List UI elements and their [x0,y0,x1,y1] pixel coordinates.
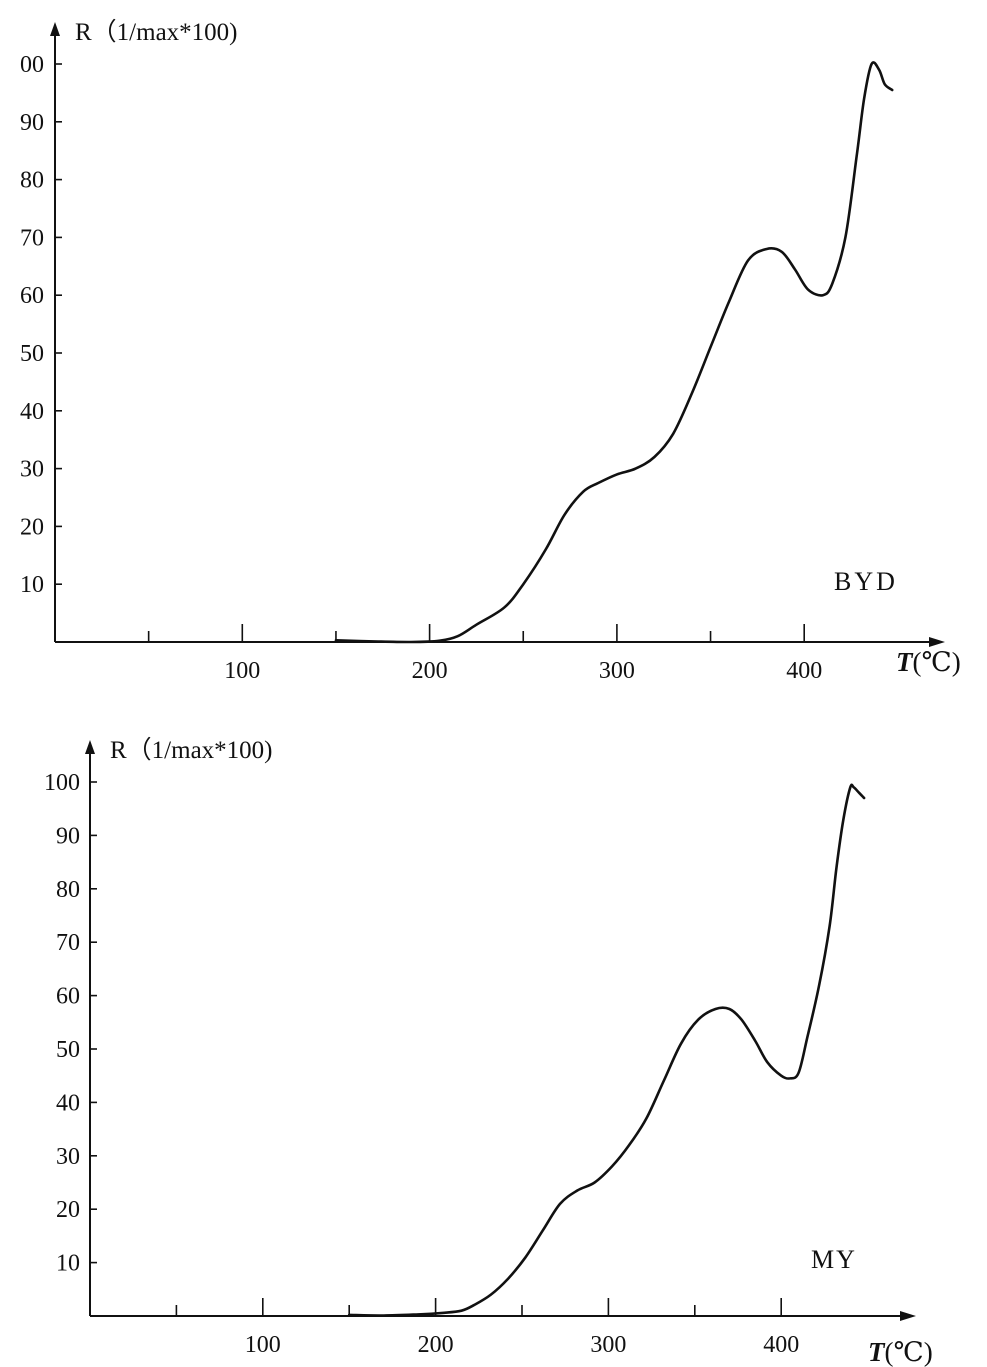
y-axis-title: R（1/max*100) [75,18,238,46]
data-line-my [347,783,866,1317]
y-tick-label: 50 [20,341,44,367]
x-axis-variable: T [868,1337,886,1367]
y-tick-label: 90 [20,110,44,136]
y-tick-label: 30 [56,1144,80,1170]
x-ticks: 100 200 300 400 [224,624,822,684]
x-tick-label: 200 [412,658,448,684]
x-axis-title: T(℃) [868,1337,933,1367]
series-annotation-my: MY [811,1245,857,1274]
y-ticks: 00 90 80 70 60 50 40 30 20 10 [20,52,62,598]
series-annotation-byd: BYD [834,567,898,596]
x-tick-label: 100 [224,658,260,684]
x-axis-unit: (℃) [913,647,961,677]
x-axis-arrow [929,637,945,647]
y-tick-label: 40 [20,399,44,425]
y-tick-label: 60 [56,984,80,1010]
y-ticks: 100 90 80 70 60 50 40 30 20 10 [44,770,97,1277]
chart-my: R（1/max*100) T(℃) MY 100 90 80 70 60 50 40 30 20… [44,736,933,1367]
y-axis-title-text: R（1/max*100) [75,18,238,46]
y-tick-label: 40 [56,1090,80,1116]
x-tick-label: 200 [418,1332,454,1358]
data-line-byd [334,61,894,644]
y-tick-label: 80 [56,877,80,903]
y-tick-label: 10 [56,1251,80,1277]
y-tick-label: 00 [20,52,44,78]
y-axis-title: R（1/max*100) [110,736,273,764]
y-axis-arrow [50,22,60,36]
x-tick-label: 300 [590,1332,626,1358]
x-tick-label: 100 [245,1332,281,1358]
x-axis-unit: (℃) [885,1337,933,1367]
x-axis-arrow [900,1311,916,1321]
y-tick-label: 30 [20,457,44,483]
x-tick-label: 400 [786,658,822,684]
y-tick-label: 60 [20,283,44,309]
y-tick-label: 50 [56,1037,80,1063]
y-tick-label: 100 [44,770,80,796]
x-ticks: 100 200 300 400 [245,1298,799,1358]
y-tick-label: 90 [56,823,80,849]
y-tick-label: 10 [20,572,44,598]
x-tick-label: 300 [599,658,635,684]
y-axis-title-text: R（1/max*100) [110,736,273,764]
x-axis-title: T(℃) [896,647,961,677]
y-tick-label: 20 [56,1197,80,1223]
chart-byd: R（1/max*100) T(℃) BYD 00 90 80 70 60 50 40 30 20… [20,18,961,684]
y-tick-label: 70 [20,225,44,251]
y-tick-label: 20 [20,514,44,540]
y-axis-arrow [85,740,95,754]
x-tick-label: 400 [763,1332,799,1358]
y-tick-label: 70 [56,930,80,956]
y-tick-label: 80 [20,168,44,194]
x-axis-variable: T [896,647,914,677]
